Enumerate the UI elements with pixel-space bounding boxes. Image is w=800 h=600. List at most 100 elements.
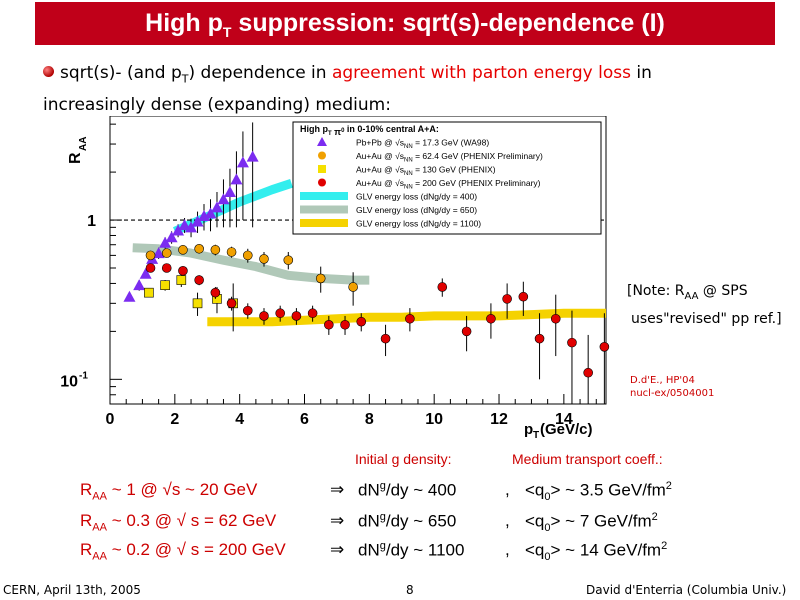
legend-marker-circle <box>318 178 326 187</box>
data-point-0 <box>204 207 217 219</box>
legend-entry-label: Au+Au @ √sNN = 62.4 GeV (PHENIX Prelimin… <box>356 151 543 164</box>
bullet-highlight: agreement with parton energy loss <box>331 63 631 83</box>
raa-value: RAA ~ 1 @ √s ~ 20 GeV <box>80 480 258 503</box>
data-point-1 <box>315 273 326 284</box>
legend-marker-triangle <box>317 137 327 146</box>
bullet-part1: sqrt(s)- (and p <box>60 63 182 83</box>
data-point-2 <box>176 275 187 285</box>
x-axis-title: p <box>524 421 533 438</box>
data-point-0 <box>159 236 172 248</box>
note-box: [Note: RAA @ SPS uses"revised" pp ref.] <box>627 280 782 330</box>
data-point-3 <box>226 298 237 309</box>
x-tick-label: 4 <box>235 411 244 428</box>
data-point-3 <box>599 342 610 352</box>
note-text-a: [Note: R <box>627 283 685 299</box>
transport-coeff-value: <q0> ~ 7 GeV/fm2 <box>525 511 658 535</box>
x-axis-title-unit: (GeV/c) <box>540 421 593 438</box>
legend-entry-label: GLV energy loss (dNg/dy = 650) <box>356 205 477 215</box>
data-point-1 <box>283 255 294 265</box>
data-point-1 <box>259 254 269 264</box>
implies-arrow: ⇒ <box>330 511 345 530</box>
x-tick-label: 8 <box>365 411 374 428</box>
data-point-0 <box>178 219 191 231</box>
data-point-3 <box>356 316 367 327</box>
y-axis-title: R <box>67 152 84 164</box>
x-axis-title-sub: T <box>533 430 539 441</box>
data-point-3 <box>502 294 512 304</box>
glv-band-2 <box>207 308 606 327</box>
data-point-0 <box>223 185 236 197</box>
slide-title: High pT suppression: sqrt(s)-dependence … <box>35 2 775 45</box>
data-point-3 <box>340 319 350 330</box>
data-point-0 <box>165 231 178 243</box>
data-point-3 <box>259 311 269 321</box>
data-point-3 <box>567 337 577 348</box>
note-line-1: [Note: RAA @ SPS <box>627 280 782 308</box>
gluon-density-value: dNg/dy ~ 1100 <box>358 540 465 560</box>
data-point-2 <box>192 298 203 309</box>
bullet-part3: in increasingly dense (expanding) medium… <box>43 63 652 116</box>
x-tick-label: 14 <box>555 411 573 428</box>
separator-comma: , <box>505 540 510 559</box>
gluon-density-value: dNg/dy ~ 400 <box>358 480 457 500</box>
data-point-0 <box>133 279 146 291</box>
legend-entry-label: Au+Au @ √sNN = 130 GeV (PHENIX) <box>356 165 496 178</box>
data-point-3 <box>518 291 529 302</box>
data-point-1 <box>145 250 156 261</box>
data-point-3 <box>275 308 285 319</box>
legend-marker-circle <box>318 151 326 160</box>
x-tick-label: 6 <box>300 411 309 428</box>
data-point-1 <box>210 245 221 255</box>
data-point-0 <box>230 173 243 185</box>
page-number: 8 <box>406 583 414 597</box>
data-point-0 <box>152 247 165 259</box>
raa-value: RAA ~ 0.2 @ √ s = 200 GeV <box>80 540 286 563</box>
legend-entry-label: Au+Au @ √sNN = 200 GeV (PHENIX Prelimina… <box>356 178 541 191</box>
column-head-gluon-density: Initial g density: <box>355 451 452 467</box>
data-point-0 <box>185 221 198 233</box>
data-point-1 <box>242 250 253 261</box>
data-point-3 <box>534 333 545 344</box>
data-point-1 <box>226 247 237 257</box>
note-text-b: @ SPS <box>698 283 748 299</box>
legend-entry-label: GLV energy loss (dNg/dy = 400) <box>356 192 477 202</box>
reference: D.d'E., HP'04 nucl-ex/0504001 <box>630 374 714 400</box>
data-point-3 <box>210 287 221 298</box>
data-point-3 <box>307 308 318 319</box>
legend-title: High pT π0 in 0-10% central A+A: <box>300 124 439 137</box>
reference-line-1: D.d'E., HP'04 <box>630 375 695 386</box>
y-tick-label-0.1: 10 <box>60 373 78 390</box>
bullet-text: sqrt(s)- (and pT) dependence in agreemen… <box>43 60 743 119</box>
data-point-0 <box>191 215 204 227</box>
data-point-3 <box>380 333 391 344</box>
data-point-0 <box>236 156 249 168</box>
data-point-0 <box>123 290 136 302</box>
data-point-3 <box>242 305 253 316</box>
transport-coeff-value: <q0> ~ 14 GeV/fm2 <box>525 540 668 564</box>
data-point-0 <box>217 193 230 205</box>
data-point-0 <box>246 150 259 162</box>
data-point-2 <box>160 280 170 290</box>
data-point-3 <box>291 311 302 321</box>
title-text-rest: suppression: sqrt(s)-dependence (I) <box>231 9 665 37</box>
footer-author: David d'Enterria (Columbia Univ.) <box>586 583 787 597</box>
plot-frame <box>109 115 607 405</box>
legend-marker-square <box>318 165 326 173</box>
x-tick-label: 2 <box>170 411 179 428</box>
legend-entry-label: GLV energy loss (dNg/dy = 1100) <box>356 219 481 229</box>
data-point-0 <box>210 201 223 213</box>
legend-marker-band <box>300 219 348 227</box>
data-point-1 <box>161 248 172 258</box>
legend-box <box>292 121 602 235</box>
column-head-transport-coeff: Medium transport coeff.: <box>512 451 663 467</box>
data-point-3 <box>324 319 334 330</box>
separator-comma: , <box>505 511 510 530</box>
transport-coeff-value: <q0> ~ 3.5 GeV/fm2 <box>525 480 672 504</box>
footer-date: CERN, April 13th, 2005 <box>3 583 141 597</box>
data-point-3 <box>194 275 204 285</box>
raa-chart: 0 2 4 6 8 10 12 14 1 10 -1 R AA p T (GeV/c) High pT π0… <box>60 115 620 446</box>
raa-value: RAA ~ 0.3 @ √ s = 62 GeV <box>80 511 277 534</box>
reference-line-2: nucl-ex/0504001 <box>630 388 715 399</box>
note-sub: AA <box>684 290 699 302</box>
